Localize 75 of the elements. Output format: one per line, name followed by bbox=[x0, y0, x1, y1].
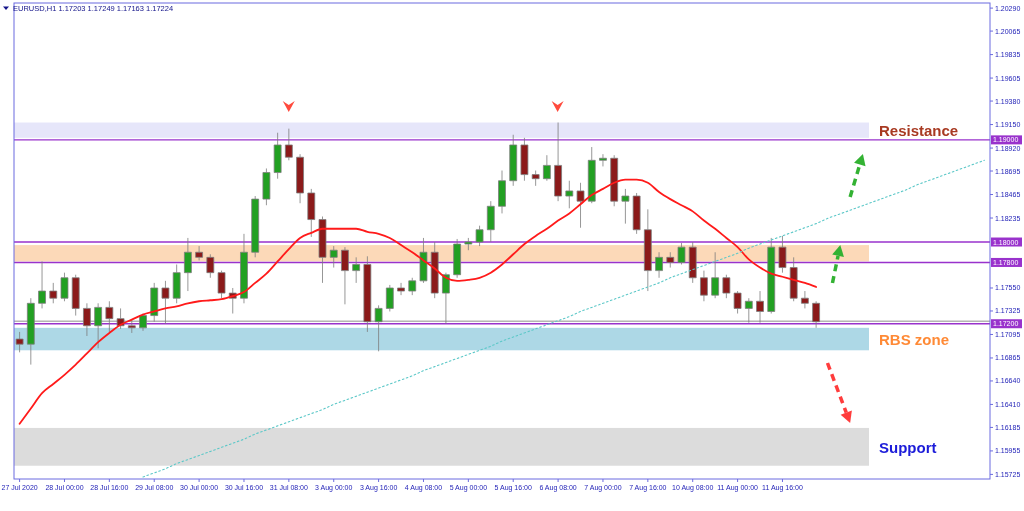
candlestick bbox=[363, 255, 372, 333]
candlestick bbox=[744, 297, 753, 324]
candlestick bbox=[296, 153, 304, 204]
candlestick bbox=[139, 313, 147, 332]
candlestick bbox=[161, 280, 170, 325]
candlestick bbox=[71, 274, 80, 316]
candlestick bbox=[812, 300, 820, 329]
candlestick bbox=[307, 188, 316, 238]
band-label: Support bbox=[879, 438, 937, 456]
candlestick bbox=[94, 302, 103, 349]
candlestick bbox=[49, 282, 58, 304]
candlestick bbox=[397, 282, 405, 296]
candlestick bbox=[464, 237, 473, 251]
candlestick bbox=[352, 256, 361, 284]
candlestick bbox=[430, 241, 439, 299]
candlestick bbox=[733, 290, 742, 314]
candlestick bbox=[172, 264, 181, 304]
candlestick bbox=[26, 297, 35, 365]
candlestick bbox=[273, 132, 282, 180]
candlestick bbox=[419, 237, 428, 284]
candlestick bbox=[217, 270, 226, 299]
candlestick bbox=[554, 122, 562, 202]
candlestick bbox=[60, 272, 69, 302]
candlestick bbox=[587, 146, 596, 204]
candlestick bbox=[38, 261, 46, 309]
candlestick bbox=[621, 188, 630, 225]
candlestick bbox=[632, 192, 641, 235]
line-series bbox=[142, 159, 985, 478]
candlestick bbox=[700, 270, 708, 302]
candlestick bbox=[284, 128, 293, 161]
candlestick bbox=[329, 245, 338, 268]
candlestick bbox=[206, 253, 215, 279]
candlestick bbox=[722, 274, 731, 299]
band-label: Resistance bbox=[879, 121, 959, 139]
band-label: RBS zone bbox=[879, 330, 950, 348]
candlestick bbox=[240, 233, 248, 304]
candlestick bbox=[385, 284, 394, 312]
candlestick bbox=[442, 272, 450, 325]
candlestick bbox=[801, 290, 809, 309]
candlestick bbox=[756, 290, 764, 324]
candlestick bbox=[318, 216, 327, 284]
candlestick bbox=[83, 302, 91, 337]
candlestick bbox=[486, 200, 495, 243]
candlestick bbox=[262, 168, 271, 206]
candlestick bbox=[184, 237, 192, 292]
candlestick bbox=[610, 154, 619, 207]
candlestick bbox=[195, 245, 203, 261]
candlestick bbox=[127, 319, 136, 334]
candlestick bbox=[475, 225, 484, 247]
candlestick bbox=[531, 170, 540, 187]
candlestick bbox=[576, 182, 585, 229]
candlestick bbox=[688, 241, 697, 284]
candlestick bbox=[150, 282, 159, 323]
candlestick bbox=[711, 251, 720, 299]
candlestick bbox=[778, 235, 787, 274]
candlestick bbox=[655, 251, 663, 279]
candlestick bbox=[498, 170, 506, 214]
candlestick bbox=[15, 331, 24, 353]
candlestick bbox=[543, 154, 551, 182]
candlestick bbox=[105, 300, 114, 333]
candlestick bbox=[565, 180, 574, 209]
candlestick bbox=[666, 251, 675, 268]
candlestick bbox=[453, 238, 461, 279]
candlestick bbox=[643, 208, 652, 292]
candlestick bbox=[789, 256, 798, 302]
candlestick bbox=[677, 242, 686, 265]
candlestick bbox=[408, 277, 417, 296]
candlestick bbox=[251, 195, 260, 258]
candlestick bbox=[341, 246, 349, 305]
candlestick bbox=[520, 137, 529, 182]
candlestick bbox=[599, 153, 607, 167]
candlestick bbox=[509, 134, 518, 187]
candlestick bbox=[767, 237, 776, 314]
line-series bbox=[18, 178, 818, 425]
candlestick bbox=[374, 304, 383, 352]
